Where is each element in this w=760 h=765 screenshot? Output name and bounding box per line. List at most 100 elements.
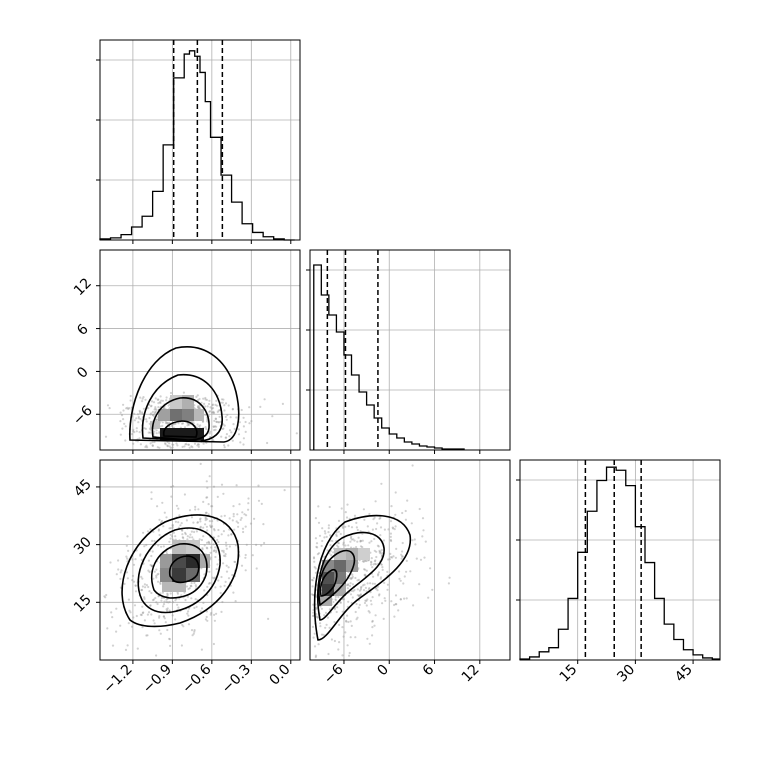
- p6-2d-density-point: [399, 598, 402, 601]
- p5-2d-density-density-cell-4: [186, 554, 200, 568]
- p4-2d-density-point: [204, 405, 207, 408]
- p5-2d-density-point: [177, 507, 180, 510]
- p4-2d-density-point: [198, 406, 201, 409]
- p6-2d-density-point: [316, 616, 319, 619]
- p4-2d-density-point: [231, 439, 234, 442]
- p5-2d-density-point: [125, 555, 128, 558]
- p6-2d-density-point: [330, 554, 333, 557]
- p4-2d-density-point: [155, 408, 158, 411]
- p5-2d-density-point: [141, 577, 144, 580]
- p4-2d-density-density-cell-3: [170, 409, 182, 421]
- p4-2d-density-point: [153, 408, 156, 411]
- p6-2d-density-point: [335, 610, 338, 614]
- p5-2d-density-point: [170, 495, 173, 498]
- p5-2d-density-point: [244, 553, 247, 557]
- p6-2d-density-point: [344, 544, 347, 547]
- p5-2d-density-point: [183, 493, 186, 496]
- p5-2d-density-point: [132, 580, 136, 583]
- p5-2d-density-point: [224, 580, 227, 584]
- p5-2d-density-point: [147, 611, 151, 614]
- p4-2d-density-point: [281, 402, 284, 405]
- p5-2d-density-point: [150, 564, 154, 568]
- p6-2d-density-point: [341, 610, 344, 613]
- p6-2d-density-point: [394, 491, 397, 494]
- p4-2d-density-point: [155, 429, 158, 432]
- p6-2d-density-point: [324, 611, 328, 615]
- p4-2d-density-point: [188, 446, 191, 449]
- p6-2d-density-point: [348, 654, 351, 657]
- p6-2d-density-point: [360, 585, 363, 588]
- p6-2d-density-point: [365, 559, 368, 563]
- p5-2d-density-point: [149, 604, 152, 607]
- p6-2d-density-point: [363, 583, 366, 586]
- p6-2d-density-point: [376, 544, 379, 547]
- p5-2d-density-point: [149, 563, 152, 567]
- p5-2d-density-point: [193, 630, 196, 633]
- p6-2d-density-point: [371, 596, 374, 599]
- p5-2d-density-point: [133, 604, 137, 607]
- p6-2d-density-point: [377, 545, 380, 548]
- p2-histogram-steps: [313, 264, 465, 450]
- p4-2d-density-point: [242, 425, 245, 428]
- p4-2d-density-point: [204, 396, 207, 400]
- p6-2d-density-point: [316, 553, 319, 556]
- p6-2d-density-point: [374, 614, 377, 617]
- p6-2d-density-point: [333, 639, 336, 643]
- p5-2d-density-point: [159, 592, 162, 595]
- p6-2d-density-point: [314, 517, 317, 520]
- p6-2d-density-point: [374, 559, 377, 562]
- p5-2d-density-point: [141, 585, 144, 588]
- p6-2d-density-point: [341, 598, 345, 601]
- p5-2d-density-point: [199, 526, 202, 529]
- p4-2d-density-point: [187, 443, 190, 446]
- p6-2d-density-point: [320, 607, 323, 610]
- p6-2d-density-point: [377, 573, 380, 576]
- p4-2d-density-point: [145, 420, 148, 423]
- p5-2d-density-point: [156, 573, 159, 576]
- p4-2d-density-point: [149, 428, 152, 431]
- p5-2d-density-point: [174, 535, 177, 538]
- p6-2d-density-point: [394, 525, 397, 528]
- p6-2d-density-point: [330, 638, 333, 641]
- p4-2d-density-point: [127, 407, 130, 411]
- p4-2d-density-point: [169, 391, 173, 395]
- p6-2d-density-point: [350, 526, 354, 529]
- p4-2d-density-point: [208, 432, 211, 435]
- p5-2d-density-point: [168, 637, 171, 640]
- p4-2d-density-point: [161, 399, 164, 402]
- p5-2d-density-point: [232, 512, 235, 516]
- p5-2d-density-point: [110, 611, 113, 614]
- p5-2d-density-point: [215, 612, 218, 615]
- p5-2d-density-point: [105, 593, 108, 597]
- p6-2d-density-point: [368, 587, 371, 590]
- p6-2d-density-point: [393, 615, 396, 618]
- p5-2d-density-point: [203, 589, 206, 592]
- p4-2d-density-point: [191, 446, 194, 449]
- p4-2d-density-point: [154, 410, 157, 413]
- p5-2d-density-point: [131, 574, 135, 578]
- p5-2d-density-point: [202, 526, 205, 529]
- p6-2d-density-point: [337, 541, 340, 545]
- p6-2d-density-point: [342, 543, 345, 546]
- p6-2d-density-point: [355, 546, 358, 549]
- p6-2d-density-point: [314, 537, 317, 540]
- p6-2d-density-point: [374, 500, 377, 503]
- p4-2d-density-point: [210, 411, 214, 414]
- p5-2d-density-point: [255, 567, 258, 570]
- p4-2d-density-point: [141, 411, 144, 414]
- p6-2d-density-point: [312, 557, 316, 560]
- p6-2d-density-point: [335, 533, 338, 536]
- p5-2d-density-point: [147, 585, 150, 589]
- p5-2d-density-point: [260, 502, 263, 505]
- p5-2d-density-point: [224, 541, 228, 544]
- p5-2d-density-point: [196, 521, 199, 524]
- p6-2d-density-point: [350, 577, 353, 581]
- p6-2d-density-point: [337, 595, 340, 599]
- p5-2d-density-point: [127, 598, 130, 601]
- p6-2d-density-point: [410, 522, 413, 525]
- p4-2d-density-point: [164, 442, 167, 445]
- p4-2d-density-frame: [99, 249, 301, 451]
- p6-2d-density-point: [352, 590, 355, 593]
- p5-2d-density-point: [125, 544, 128, 547]
